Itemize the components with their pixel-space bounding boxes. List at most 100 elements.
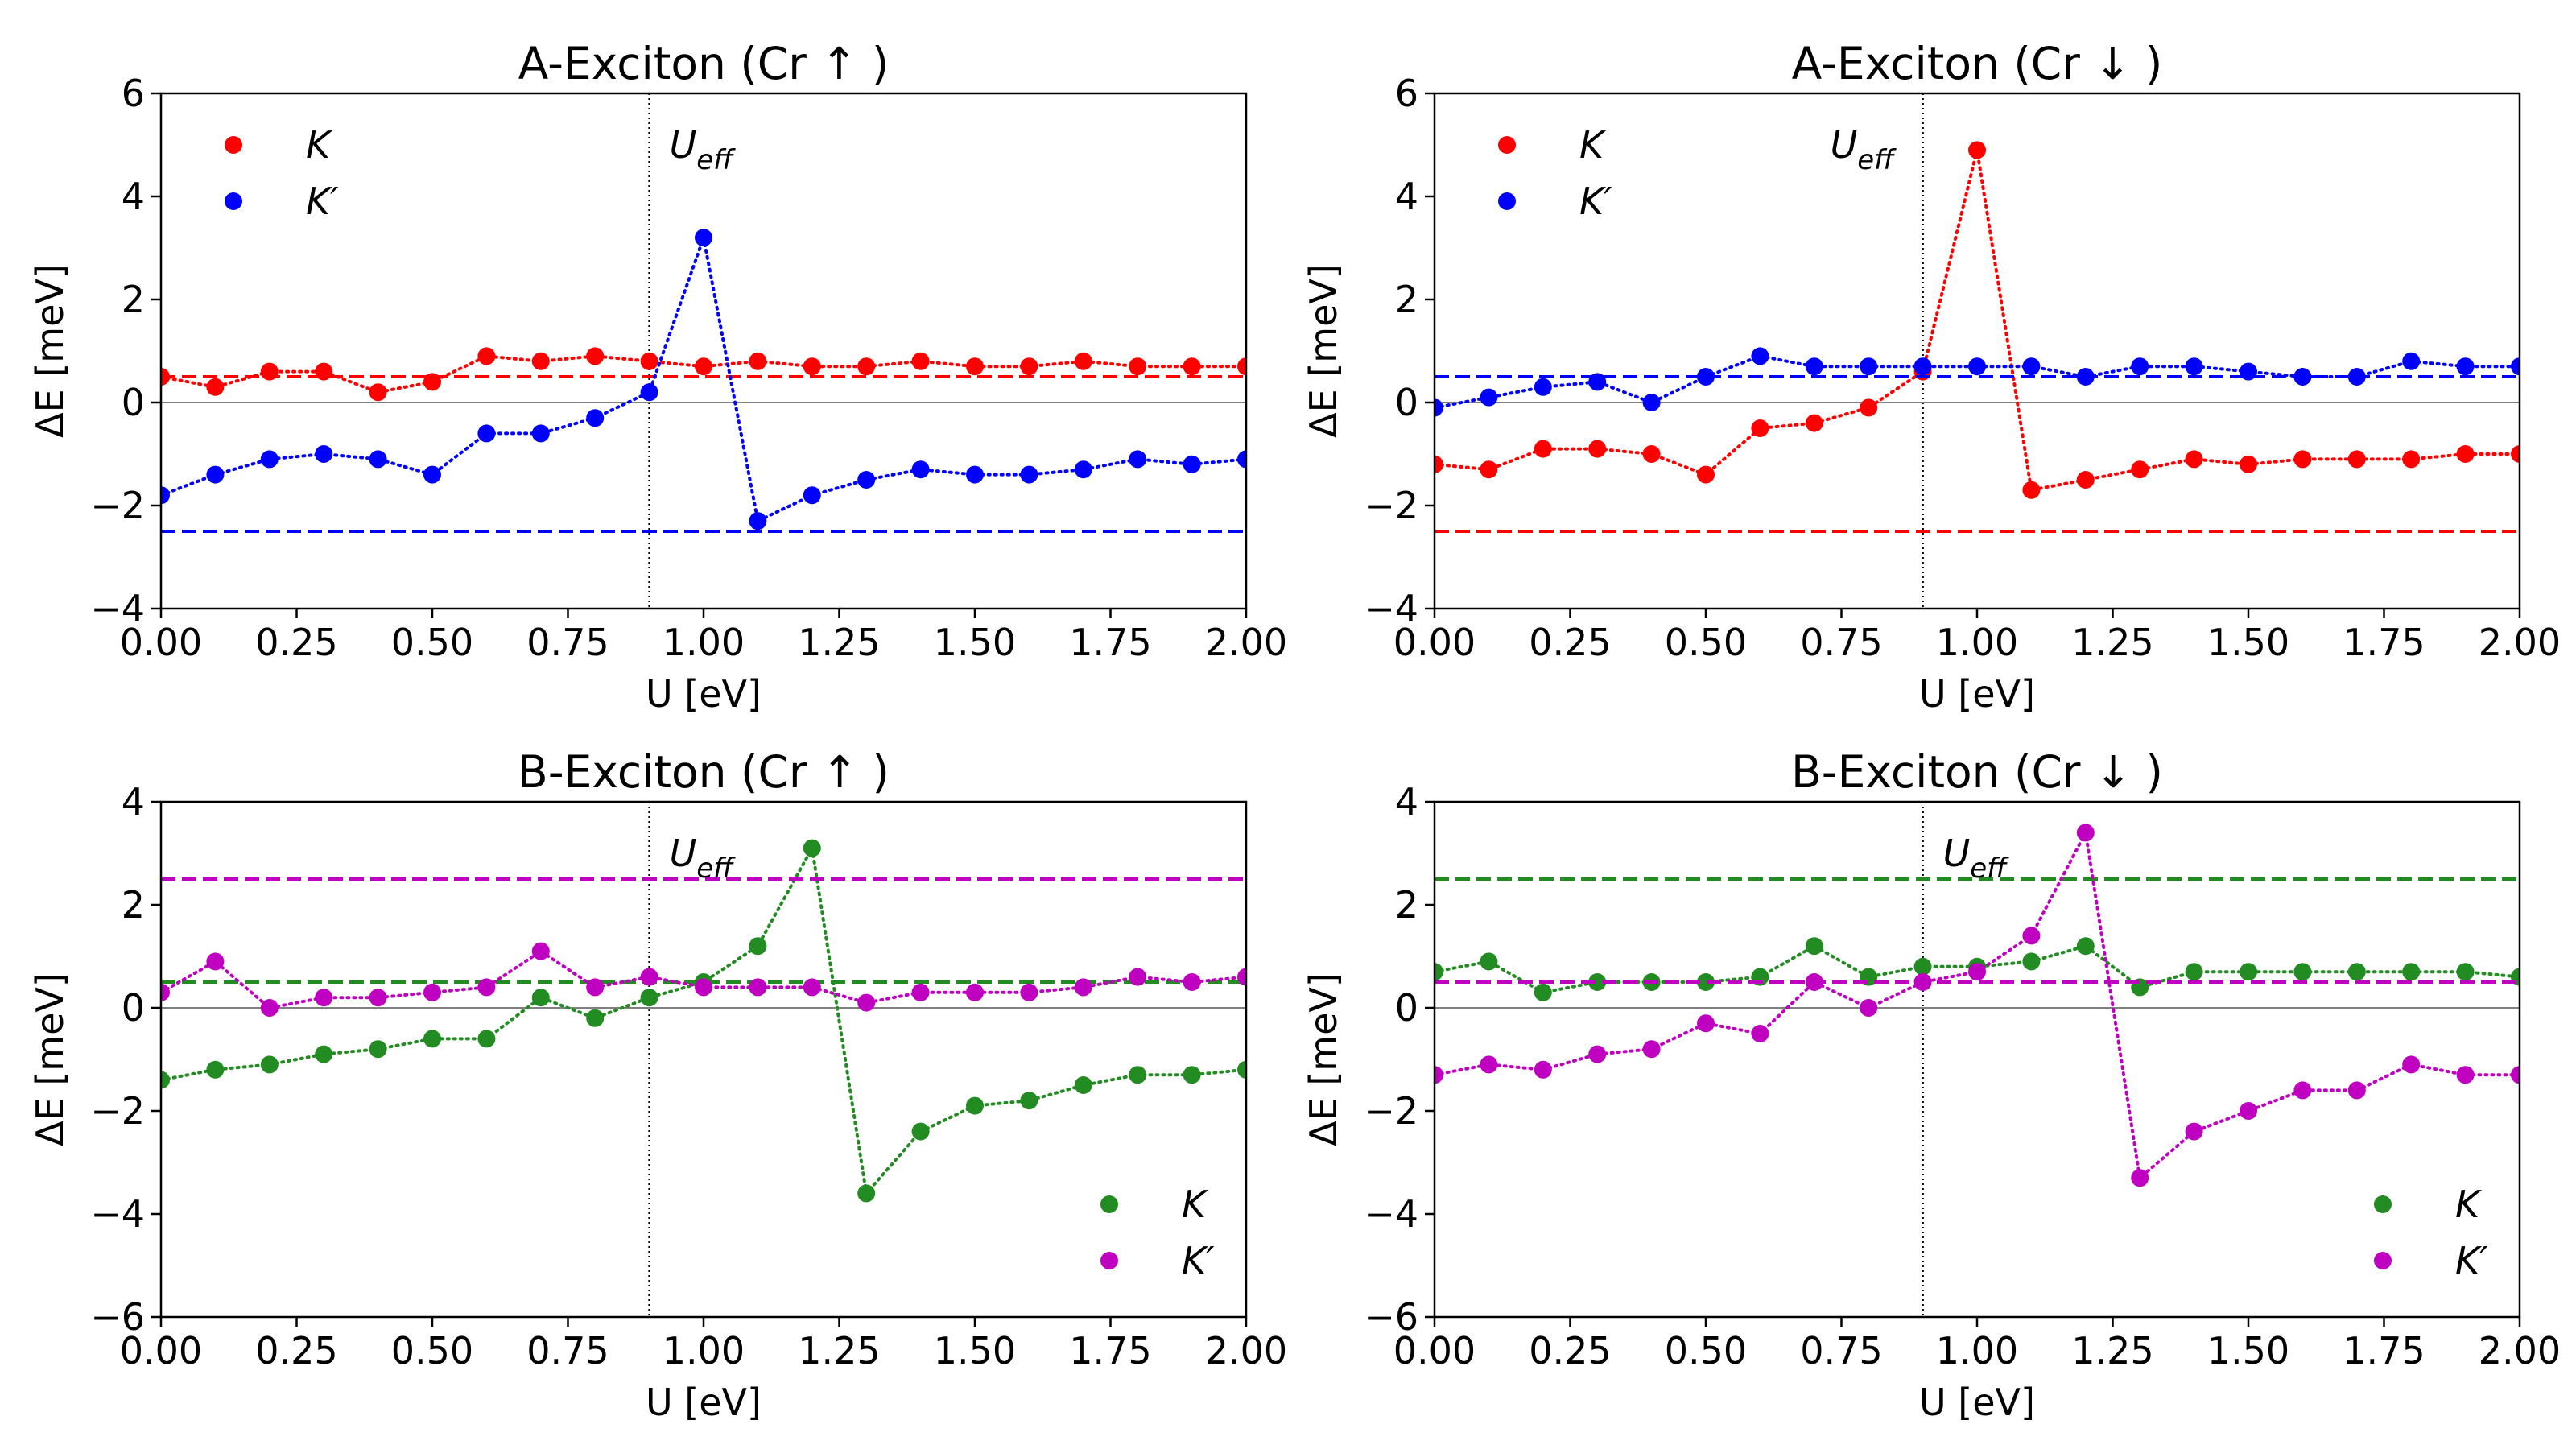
data-point-k [206,378,225,396]
data-point-k-prime [315,445,333,463]
data-point-k-prime [423,465,441,484]
legend-marker [1100,1252,1118,1269]
legend-marker [1100,1195,1118,1213]
x-tick-label: 0.25 [255,621,337,664]
data-point-k [1480,952,1498,971]
data-point-k [260,362,279,381]
data-point-k [423,373,441,391]
y-tick-label: −4 [90,587,145,630]
x-tick-label: 0.50 [391,621,473,664]
data-point-k-prime [2240,362,2257,381]
data-point-k [1074,352,1092,370]
u-eff-label: Ueff [670,123,737,176]
x-tick-label: 2.00 [2479,1329,2561,1373]
data-point-k-prime [2511,1066,2520,1084]
x-tick-label: 1.75 [1069,621,1151,664]
y-tick-label: −2 [90,484,145,527]
x-tick-label: 1.25 [2071,621,2153,664]
data-point-k [1237,1060,1246,1079]
data-point-k-prime [1129,450,1147,469]
x-tick-label: 1.25 [798,621,880,664]
x-tick-label: 0.00 [120,621,202,664]
data-point-k-prime [966,983,984,1001]
data-point-k-prime [2402,352,2421,370]
data-point-k-prime [749,978,767,997]
data-point-k-prime [206,465,225,484]
data-point-k-prime [161,983,170,1001]
data-point-k [966,357,984,376]
x-tick-label: 1.00 [663,621,745,664]
data-point-k [161,368,170,386]
data-point-k [1751,419,1769,437]
data-point-k [2022,952,2041,971]
data-point-k [531,989,550,1007]
data-point-k [966,1096,984,1115]
chart-title: B-Exciton (Cr ↓ ) [1791,746,2163,798]
data-point-k [803,839,821,857]
data-point-k-prime [1020,983,1038,1001]
data-point-k [315,362,333,381]
data-point-k [911,352,930,370]
chart-title: A-Exciton (Cr ↓ ) [1792,38,2163,89]
data-point-k-prime [1588,1045,1607,1063]
data-point-k-prime [2293,368,2312,386]
data-point-k [1534,983,1552,1001]
u-eff-label-sub: eff [696,144,736,176]
data-point-k-prime [1588,373,1607,391]
data-point-k-prime [857,471,876,489]
data-point-k [911,1122,930,1141]
legend-marker [2374,1252,2392,1269]
data-point-k-prime [260,450,279,469]
legend-marker [2374,1195,2392,1213]
data-point-k [1642,445,1661,463]
data-point-k-prime [857,993,876,1012]
data-point-k-prime [2402,1055,2421,1074]
data-point-k-prime [1129,968,1147,986]
legend-label: K′ [1579,180,1612,223]
chart-panel-4: 0.00 0.25 0.50 0.75 1.00 1.25 1.50 1.75 2.00 −6 −4… [1302,746,2561,1424]
data-point-k [2456,963,2475,981]
y-tick-label: −2 [1364,484,1418,527]
u-eff-label-main: U [1943,832,1971,875]
data-point-k [586,1009,605,1027]
data-point-k [640,352,658,370]
data-point-k-prime [1074,978,1092,997]
data-point-k [260,1055,279,1074]
data-point-k-prime [911,983,930,1001]
data-point-k-prime [1534,378,1552,396]
data-point-k [2131,460,2149,479]
plot-area [161,93,1246,609]
data-point-k [1183,1066,1201,1084]
legend-label: K′ [1182,1239,1215,1282]
u-eff-label-main: U [670,832,697,875]
x-tick-label: 1.75 [2343,621,2425,664]
data-point-k-prime [2456,1066,2475,1084]
x-tick-label: 0.00 [120,1329,202,1373]
y-axis-label: ΔE [meV] [28,972,72,1146]
data-point-k [1020,357,1038,376]
data-point-k-prime [695,978,712,997]
data-point-k [1480,460,1498,479]
x-tick-label: 0.00 [1393,621,1476,664]
data-point-k-prime [1697,1014,1715,1033]
x-tick-label: 0.50 [391,1329,473,1373]
data-point-k [206,1060,225,1079]
data-point-k [2347,963,2366,981]
data-point-k-prime [1968,963,1986,981]
data-point-k [2293,450,2312,469]
y-tick-label: 6 [122,72,145,115]
chart-panel-2: 0.00 0.25 0.50 0.75 1.00 1.25 1.50 1.75 2.00 −4 −2… [1302,38,2561,716]
x-tick-label: 1.75 [2343,1329,2425,1373]
data-point-k [1534,440,1552,458]
u-eff-label-main: U [1831,123,1858,167]
data-point-k-prime [803,486,821,505]
data-point-k [2293,963,2312,981]
data-point-k [2511,445,2520,463]
legend-label: K′ [2455,1239,2488,1282]
data-point-k-prime [586,409,605,427]
y-tick-label: 4 [1395,175,1418,218]
data-point-k [1968,141,1986,159]
y-tick-label: 2 [1395,278,1418,321]
data-point-k [1020,1092,1038,1110]
